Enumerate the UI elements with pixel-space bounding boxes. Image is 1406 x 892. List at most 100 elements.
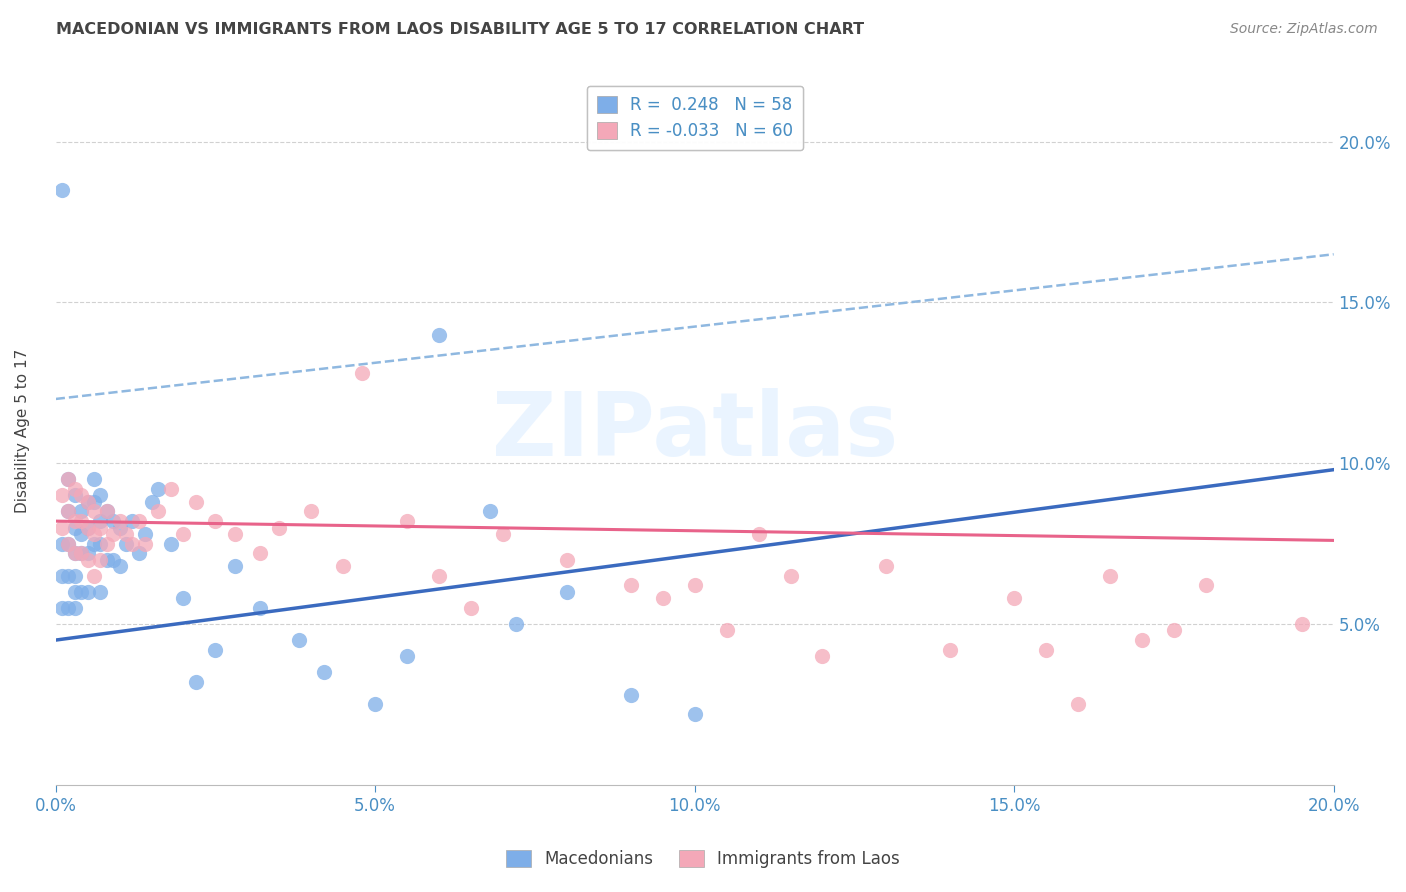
Point [89,536,111,550]
Point [352,366,374,380]
Point [70,527,93,541]
Point [70,546,93,560]
Point [63,488,86,502]
Point [121,536,143,550]
Point [716,624,738,638]
Point [70,488,93,502]
Point [141,495,163,509]
Point [146,504,169,518]
Point [76,495,98,509]
Point [63,546,86,560]
Point [1098,568,1121,582]
Point [683,578,706,592]
Point [89,585,111,599]
Point [555,585,578,599]
Point [1035,642,1057,657]
Point [96,504,118,518]
Point [63,520,86,534]
Text: MACEDONIAN VS IMMIGRANTS FROM LAOS DISABILITY AGE 5 TO 17 CORRELATION CHART: MACEDONIAN VS IMMIGRANTS FROM LAOS DISAB… [56,22,865,37]
Point [108,514,131,528]
Point [683,706,706,721]
Point [128,514,150,528]
Point [89,514,111,528]
Point [83,568,105,582]
Point [58,472,80,486]
Point [70,546,93,560]
Point [1002,591,1025,606]
Point [748,527,770,541]
Point [1291,617,1313,632]
Point [146,482,169,496]
Point [939,642,962,657]
Point [1163,624,1185,638]
Point [58,568,80,582]
Point [620,688,643,702]
Point [108,559,131,574]
Point [108,520,131,534]
Point [96,552,118,566]
Point [76,546,98,560]
Point [134,536,156,550]
Point [63,568,86,582]
Point [299,504,322,518]
Point [492,527,515,541]
Point [58,601,80,615]
Point [364,698,387,712]
Point [1195,578,1218,592]
Point [332,559,354,574]
Legend: R =  0.248   N = 58, R = -0.033   N = 60: R = 0.248 N = 58, R = -0.033 N = 60 [586,86,803,151]
Point [76,520,98,534]
Point [479,504,502,518]
Point [224,527,246,541]
Point [1130,633,1153,648]
Point [115,527,138,541]
Point [505,617,527,632]
Point [396,649,419,664]
Point [76,585,98,599]
Point [1067,698,1090,712]
Point [51,183,73,197]
Point [58,472,80,486]
Point [134,527,156,541]
Text: Source: ZipAtlas.com: Source: ZipAtlas.com [1230,22,1378,37]
Point [63,546,86,560]
Point [312,665,335,680]
Point [63,514,86,528]
Point [58,504,80,518]
Point [76,520,98,534]
Point [58,536,80,550]
Point [70,514,93,528]
Point [51,568,73,582]
Point [58,504,80,518]
Point [76,552,98,566]
Point [89,552,111,566]
Point [89,488,111,502]
Point [51,520,73,534]
Point [249,546,271,560]
Point [460,601,482,615]
Point [103,552,125,566]
Point [63,585,86,599]
Point [83,472,105,486]
Point [121,514,143,528]
Point [204,642,226,657]
Point [224,559,246,574]
Point [76,495,98,509]
Point [115,536,138,550]
Y-axis label: Disability Age 5 to 17: Disability Age 5 to 17 [15,349,30,513]
Point [128,546,150,560]
Point [103,514,125,528]
Point [83,536,105,550]
Legend: Macedonians, Immigrants from Laos: Macedonians, Immigrants from Laos [499,843,907,875]
Point [159,536,181,550]
Point [287,633,309,648]
Point [63,601,86,615]
Point [875,559,897,574]
Point [427,327,450,342]
Point [51,536,73,550]
Point [96,504,118,518]
Point [651,591,673,606]
Point [249,601,271,615]
Point [83,495,105,509]
Point [51,488,73,502]
